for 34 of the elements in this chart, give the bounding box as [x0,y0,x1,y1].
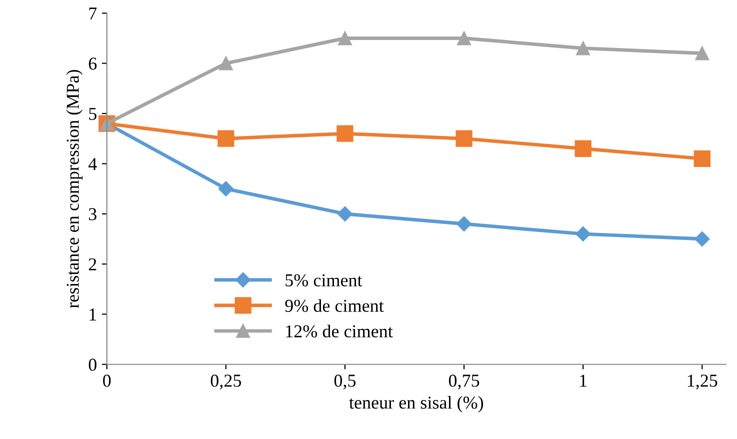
point [694,150,710,167]
point [337,206,353,222]
point [456,216,472,232]
y-tick-label: 2 [88,258,96,270]
x-tick-label: 0 [103,374,111,387]
point [218,181,234,196]
legend-label: 12% de ciment [286,324,393,338]
point [456,130,472,147]
point [457,31,471,46]
y-tick-label: 3 [88,208,96,220]
point [576,41,590,56]
y-tick-label: 0 [88,358,96,371]
x-tick-label: 1 [580,374,587,387]
x-tick-label: 1,25 [688,374,718,390]
point [574,140,592,157]
y-tick-label: 1 [90,308,96,320]
x-axis-title: teneur en sisal (%) [349,396,484,412]
point [336,125,354,142]
legend-label: 5% ciment [286,274,362,286]
legend-label: 9% de ciment [285,299,384,312]
y-tick-label: 4 [88,158,97,170]
x-tick-label: 0,5 [334,374,356,390]
point [694,231,710,247]
x-tick-label: 0,25 [210,374,242,390]
point [218,130,234,147]
point [695,46,710,60]
point [576,226,591,242]
y-axis-title: resistance en compression (MPa) [66,70,83,308]
y-tick-label: 5 [89,108,96,120]
point [218,56,233,70]
x-tick-label: 0,75 [448,374,480,390]
point [338,31,352,46]
y-tick-label: 6 [88,58,97,70]
y-tick-label: 7 [89,8,97,20]
